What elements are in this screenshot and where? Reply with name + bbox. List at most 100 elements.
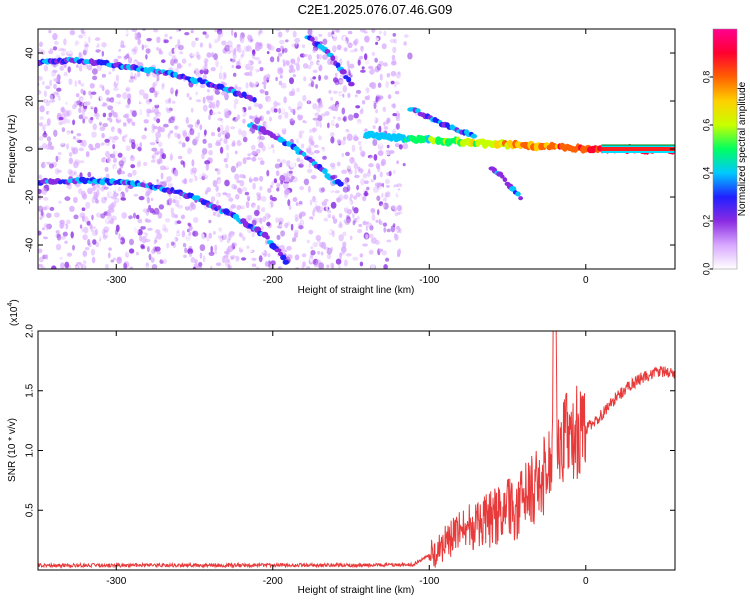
noise-speckle <box>351 240 357 244</box>
noise-speckle <box>252 142 256 146</box>
noise-speckle <box>75 93 80 98</box>
noise-speckle <box>383 62 388 67</box>
noise-speckle <box>330 246 333 253</box>
noise-speckle <box>242 157 247 165</box>
noise-speckle <box>238 128 242 136</box>
noise-speckle <box>204 129 207 136</box>
noise-speckle <box>167 58 171 65</box>
noise-speckle <box>266 169 270 177</box>
noise-speckle <box>144 257 149 263</box>
noise-speckle <box>230 165 236 173</box>
noise-speckle <box>326 122 330 129</box>
noise-speckle <box>91 149 98 157</box>
spectrogram-x-ticks: -300 -200 -100 0 <box>106 29 589 286</box>
noise-speckle <box>45 223 49 231</box>
noise-speckle <box>125 186 129 193</box>
noise-speckle <box>232 140 236 146</box>
noise-speckle <box>163 223 169 229</box>
noise-speckle <box>170 159 176 164</box>
noise-speckle <box>189 96 192 101</box>
noise-speckle <box>400 212 405 218</box>
noise-speckle <box>93 226 96 230</box>
noise-speckle <box>145 191 151 197</box>
noise-speckle <box>191 40 197 48</box>
noise-speckle <box>118 48 121 52</box>
noise-speckle <box>231 29 234 36</box>
noise-speckle <box>312 117 319 121</box>
noise-speckle <box>278 80 283 86</box>
noise-speckle <box>92 75 98 81</box>
noise-speckle <box>117 115 121 121</box>
noise-speckle <box>69 205 75 212</box>
noise-speckle <box>328 188 333 192</box>
noise-speckle <box>64 167 68 173</box>
noise-speckle <box>289 178 293 183</box>
noise-speckle <box>68 157 74 165</box>
noise-speckle <box>236 44 241 48</box>
noise-speckle <box>183 254 187 258</box>
noise-speckle <box>69 29 76 36</box>
noise-speckle <box>137 71 141 78</box>
noise-speckle <box>235 256 240 262</box>
noise-speckle <box>95 219 100 225</box>
noise-speckle <box>104 102 108 106</box>
noise-speckle <box>307 162 312 167</box>
noise-speckle <box>402 163 406 167</box>
noise-speckle <box>78 80 81 85</box>
noise-speckle <box>145 42 149 49</box>
noise-speckle <box>52 69 58 74</box>
noise-speckle <box>221 40 227 46</box>
noise-speckle <box>323 82 327 89</box>
noise-speckle <box>259 89 265 94</box>
noise-speckle <box>205 144 209 151</box>
noise-speckle <box>38 174 43 180</box>
noise-speckle <box>342 231 347 237</box>
noise-speckle <box>98 100 104 106</box>
noise-speckle <box>267 98 273 104</box>
noise-speckle <box>292 74 296 78</box>
noise-speckle <box>348 32 353 40</box>
noise-speckle <box>312 195 316 203</box>
noise-speckle <box>276 55 280 63</box>
noise-speckle <box>208 232 212 239</box>
noise-speckle <box>112 157 117 163</box>
noise-speckle <box>297 101 303 109</box>
noise-speckle <box>259 67 264 72</box>
noise-speckle <box>371 51 375 56</box>
noise-speckle <box>181 142 186 148</box>
noise-speckle <box>249 81 253 88</box>
noise-speckle <box>217 117 223 121</box>
noise-speckle <box>155 79 158 87</box>
noise-speckle <box>374 65 380 73</box>
noise-speckle <box>318 54 323 60</box>
spectrogram-x-axis-label: Height of straight line (km) <box>298 285 415 296</box>
noise-speckle <box>392 113 398 117</box>
noise-speckle <box>353 52 359 59</box>
noise-speckle <box>113 257 116 261</box>
noise-speckle <box>123 227 127 235</box>
noise-speckle <box>123 122 127 127</box>
noise-speckle <box>216 200 220 207</box>
noise-speckle <box>384 140 390 144</box>
noise-speckle <box>366 107 370 113</box>
noise-speckle <box>371 214 376 221</box>
noise-speckle <box>66 111 70 117</box>
noise-speckle <box>273 100 278 108</box>
noise-speckle <box>68 216 74 221</box>
noise-speckle <box>342 186 349 193</box>
noise-speckle <box>384 111 389 119</box>
noise-speckle <box>207 143 213 149</box>
noise-speckle <box>335 29 340 33</box>
noise-speckle <box>53 222 58 229</box>
noise-speckle <box>44 162 48 169</box>
noise-speckle <box>109 118 113 123</box>
noise-speckle <box>78 51 82 58</box>
noise-speckle <box>271 68 277 76</box>
noise-speckle <box>319 206 324 212</box>
noise-speckle <box>376 95 380 103</box>
noise-speckle <box>145 30 149 35</box>
noise-speckle <box>145 265 150 269</box>
noise-speckle <box>83 226 89 234</box>
noise-speckle <box>318 64 323 72</box>
noise-speckle <box>101 68 107 73</box>
